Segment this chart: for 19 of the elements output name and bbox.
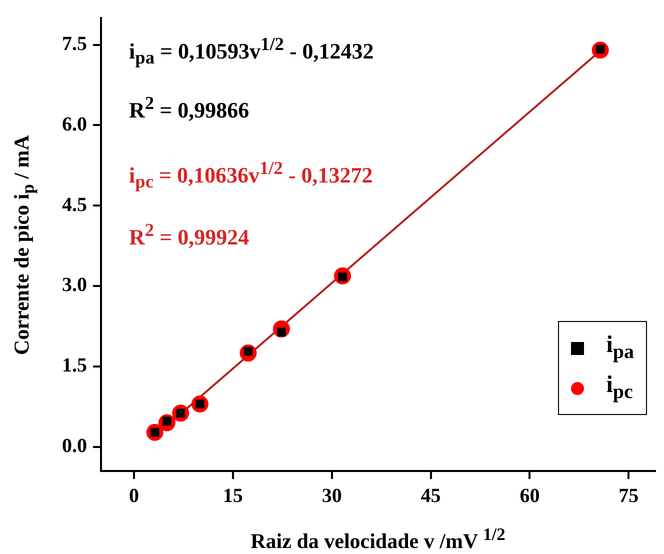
y-tick-label: 6.0 [62, 113, 87, 136]
x-tick-label: 15 [222, 485, 243, 508]
y-tick-label: 0.0 [62, 435, 87, 458]
legend-label: i$_{pc}$ [606, 372, 633, 404]
x-axis-title: Raiz da velocidade v /mV $^{1/2}$ [250, 524, 506, 554]
annotation: i$_{pc}$ = 0,10636v$^{1/2}$ - 0,13272 [129, 157, 373, 194]
x-tick-label: 30 [322, 485, 342, 508]
legend-label: i$_{pa}$ [606, 332, 634, 364]
x-tick-label: 75 [618, 485, 639, 508]
annotation: R$^{2}$ = 0,99866 [129, 92, 250, 124]
y-tick-label: 4.5 [62, 194, 87, 216]
annotation: i$_{pa}$ = 0,10593v$^{1/2}$ - 0,12432 [129, 33, 374, 70]
x-tick-label: 60 [520, 485, 540, 508]
y-tick-label: 7.5 [62, 32, 87, 55]
y-tick-label: 1.5 [62, 354, 87, 377]
y-tick-label: 3.0 [62, 274, 87, 296]
x-tick-label: 0 [128, 485, 139, 508]
annotation: R$^{2}$ = 0,99924 [129, 218, 250, 252]
x-tick-label: 45 [420, 485, 441, 508]
